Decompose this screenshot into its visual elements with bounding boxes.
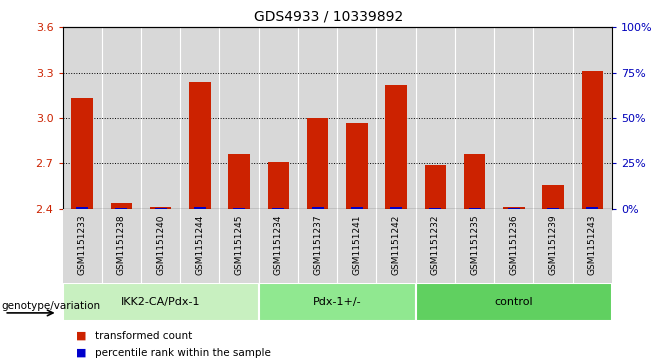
Bar xyxy=(76,207,88,209)
Bar xyxy=(71,98,93,209)
Bar xyxy=(180,209,220,283)
Bar xyxy=(220,209,259,283)
Bar xyxy=(233,208,245,209)
Text: GSM1151243: GSM1151243 xyxy=(588,215,597,275)
Bar xyxy=(376,27,416,209)
Text: ■: ■ xyxy=(76,331,86,341)
Bar xyxy=(534,209,572,283)
Text: GSM1151236: GSM1151236 xyxy=(509,215,519,275)
Text: IKK2-CA/Pdx-1: IKK2-CA/Pdx-1 xyxy=(121,297,201,307)
Bar xyxy=(455,27,494,209)
Bar xyxy=(386,85,407,209)
Bar xyxy=(63,209,102,283)
Bar xyxy=(63,283,259,321)
Bar xyxy=(298,209,338,283)
Bar xyxy=(228,154,250,209)
Bar xyxy=(259,27,298,209)
Bar xyxy=(508,208,520,209)
Bar xyxy=(424,165,446,209)
Text: GSM1151237: GSM1151237 xyxy=(313,215,322,275)
Bar xyxy=(416,283,612,321)
Bar xyxy=(534,27,572,209)
Bar xyxy=(307,118,328,209)
Bar xyxy=(416,27,455,209)
Text: transformed count: transformed count xyxy=(95,331,193,341)
Bar xyxy=(111,203,132,209)
Bar xyxy=(547,208,559,209)
Bar xyxy=(572,27,612,209)
Text: percentile rank within the sample: percentile rank within the sample xyxy=(95,348,271,358)
Bar xyxy=(141,27,180,209)
Bar xyxy=(337,27,376,209)
Text: GSM1151245: GSM1151245 xyxy=(235,215,243,275)
Text: Pdx-1+/-: Pdx-1+/- xyxy=(313,297,361,307)
Text: GSM1151232: GSM1151232 xyxy=(431,215,440,275)
Text: GSM1151242: GSM1151242 xyxy=(392,215,401,275)
Bar xyxy=(268,162,289,209)
Bar xyxy=(582,71,603,209)
Text: GSM1151233: GSM1151233 xyxy=(78,215,87,275)
Bar xyxy=(259,283,416,321)
Bar xyxy=(189,82,211,209)
Bar xyxy=(312,207,324,209)
Bar xyxy=(586,207,598,209)
Text: GSM1151239: GSM1151239 xyxy=(549,215,557,275)
Bar xyxy=(155,208,166,209)
Bar xyxy=(464,154,486,209)
Bar xyxy=(376,209,416,283)
Bar xyxy=(102,27,141,209)
Text: GSM1151241: GSM1151241 xyxy=(352,215,361,275)
Bar xyxy=(468,208,480,209)
Bar xyxy=(337,209,376,283)
Bar xyxy=(298,27,338,209)
Bar xyxy=(494,209,534,283)
Text: GSM1151234: GSM1151234 xyxy=(274,215,283,275)
Bar xyxy=(542,184,564,209)
Bar xyxy=(63,27,102,209)
Text: GSM1151244: GSM1151244 xyxy=(195,215,205,275)
Text: GSM1151240: GSM1151240 xyxy=(156,215,165,275)
Bar xyxy=(150,207,172,209)
Bar xyxy=(351,207,363,209)
Bar xyxy=(390,207,402,209)
Bar xyxy=(572,209,612,283)
Bar xyxy=(494,27,534,209)
Bar xyxy=(346,122,368,209)
Bar xyxy=(455,209,494,283)
Bar xyxy=(141,209,180,283)
Bar xyxy=(115,208,127,209)
Bar xyxy=(416,209,455,283)
Text: genotype/variation: genotype/variation xyxy=(1,301,101,311)
Bar xyxy=(430,208,442,209)
Text: control: control xyxy=(495,297,533,307)
Text: GSM1151238: GSM1151238 xyxy=(117,215,126,275)
Text: GSM1151235: GSM1151235 xyxy=(470,215,479,275)
Bar xyxy=(259,209,298,283)
Bar xyxy=(102,209,141,283)
Bar xyxy=(180,27,220,209)
Bar xyxy=(272,208,284,209)
Bar xyxy=(503,207,524,209)
Text: GDS4933 / 10339892: GDS4933 / 10339892 xyxy=(255,9,403,23)
Text: ■: ■ xyxy=(76,348,86,358)
Bar xyxy=(220,27,259,209)
Bar xyxy=(194,207,206,209)
